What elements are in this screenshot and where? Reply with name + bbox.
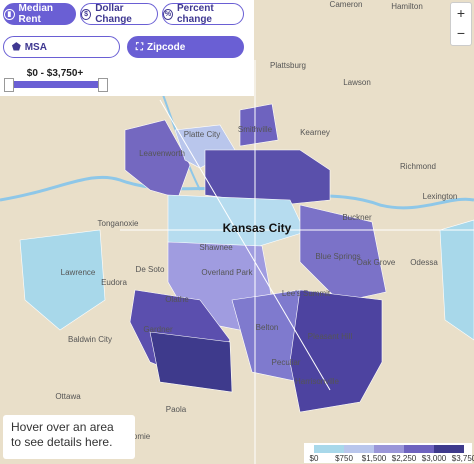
legend-swatch xyxy=(314,445,344,453)
dollar-change-button[interactable]: $ Dollar Change xyxy=(80,3,158,25)
place-label: Eudora xyxy=(101,278,127,287)
place-label: Paola xyxy=(166,405,187,414)
place-label: Belton xyxy=(256,323,279,332)
place-label: Peculiar xyxy=(272,358,301,367)
place-label: Pleasant Hill xyxy=(308,332,353,341)
place-label: De Soto xyxy=(136,265,165,274)
legend-swatch xyxy=(344,445,374,453)
zip-area[interactable] xyxy=(289,289,383,413)
zip-area[interactable] xyxy=(239,103,279,147)
zip-area[interactable] xyxy=(439,219,474,341)
button-label: Dollar Change xyxy=(95,3,132,25)
range-slider[interactable] xyxy=(5,81,105,88)
range-label: $0 - $3,750+ xyxy=(26,68,84,79)
place-label: Leavenworth xyxy=(139,149,185,158)
place-label: Odessa xyxy=(410,258,438,267)
place-label: Harrisonville xyxy=(295,377,340,386)
place-label: Kearney xyxy=(300,128,330,137)
roads xyxy=(120,60,474,464)
zip-area[interactable] xyxy=(299,204,387,303)
legend-label: $2,250 xyxy=(391,454,417,463)
button-label: Percent change xyxy=(176,3,214,25)
place-labels: Cameron Hamilton Plattsburg Lawson Kearney Ri… xyxy=(55,0,457,441)
legend-label: $3,750 xyxy=(451,454,474,463)
place-label: Smithville xyxy=(238,125,273,134)
place-label: Plattsburg xyxy=(270,61,306,70)
slider-handle[interactable] xyxy=(98,78,108,92)
place-label: Kansas City xyxy=(223,221,292,235)
button-label: Zipcode xyxy=(147,41,186,53)
place-label: Cameron xyxy=(330,0,363,9)
legend: $0 $750 $1,500 $2,250 $3,000 $3,750 xyxy=(304,443,474,463)
place-label: Oak Grove xyxy=(357,258,396,267)
place-label: Tonganoxie xyxy=(98,219,139,228)
zip-area[interactable] xyxy=(149,331,233,393)
road xyxy=(159,99,331,391)
legend-label: $0 xyxy=(309,454,319,463)
place-label: Richmond xyxy=(400,162,436,171)
zip-areas[interactable] xyxy=(19,103,474,413)
legend-label: $750 xyxy=(335,454,353,463)
legend-scale xyxy=(314,445,464,453)
place-label: Ottawa xyxy=(55,392,81,401)
control-panel: ▮ Median Rent $ Dollar Change % Percent cha… xyxy=(0,0,254,96)
percent-change-button[interactable]: % Percent change xyxy=(162,3,244,25)
legend-label: $3,000 xyxy=(421,454,447,463)
place-label: Lee's Summit xyxy=(282,289,331,298)
place-label: Gardner xyxy=(143,325,173,334)
zip-area[interactable] xyxy=(167,194,306,253)
median-rent-button[interactable]: ▮ Median Rent xyxy=(3,3,76,25)
button-label: MSA xyxy=(24,41,47,53)
place-label: Blue Springs xyxy=(315,252,360,261)
zoom-in[interactable]: + xyxy=(456,5,466,21)
place-label: Olathe xyxy=(165,295,189,304)
place-label: Platte City xyxy=(184,130,220,139)
zip-area[interactable] xyxy=(204,149,331,206)
legend-swatch xyxy=(404,445,434,453)
place-label: Buckner xyxy=(342,213,372,222)
place-label: Hamilton xyxy=(391,2,423,11)
legend-swatch xyxy=(434,445,464,453)
place-label: Overland Park xyxy=(201,268,253,277)
zoom-out[interactable]: − xyxy=(456,25,466,41)
legend-swatch xyxy=(374,445,404,453)
zip-area[interactable] xyxy=(19,229,106,331)
place-label: Lawrence xyxy=(61,268,96,277)
button-label: Median Rent xyxy=(18,3,53,25)
zipcode-button[interactable]: ⛶ Zipcode xyxy=(127,36,244,58)
place-label: Shawnee xyxy=(199,243,233,252)
place-label: Lexington xyxy=(423,192,458,201)
zoom-control: + − xyxy=(450,2,472,46)
place-label: Baldwin City xyxy=(68,335,112,344)
slider-handle[interactable] xyxy=(4,78,14,92)
hover-info: Hover over an area to see details here. xyxy=(3,415,135,459)
place-label: Lawson xyxy=(343,78,371,87)
legend-label: $1,500 xyxy=(361,454,387,463)
msa-button[interactable]: ⬟ MSA xyxy=(3,36,120,58)
